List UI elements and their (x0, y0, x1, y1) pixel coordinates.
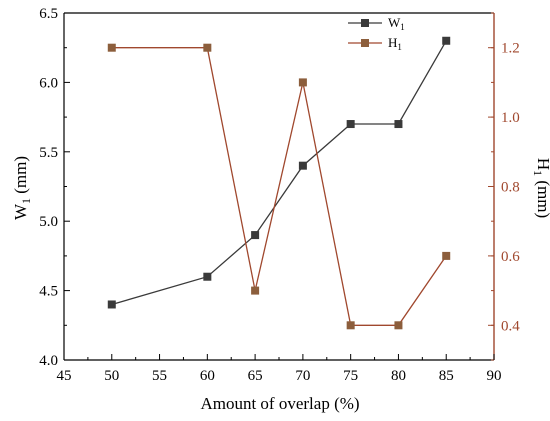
left-tick-label: 4.5 (39, 284, 58, 300)
bottom-tick-label: 80 (391, 368, 406, 384)
data-point-w1 (442, 36, 451, 45)
legend-w1-label: W1 (388, 15, 405, 32)
data-point-h1 (442, 251, 451, 260)
legend-w1-marker (361, 19, 369, 27)
legend-h1-marker (361, 39, 369, 47)
data-point-h1 (346, 321, 355, 330)
bottom-axis-ticks: 45 50 55 60 65 70 75 80 85 90 (57, 354, 502, 384)
bottom-tick-label: 45 (57, 368, 72, 384)
left-tick-label: 6.5 (39, 6, 58, 22)
left-tick-label: 4.0 (39, 353, 58, 369)
legend: W1 H1 (348, 15, 405, 52)
data-point-w1 (394, 120, 403, 129)
left-tick-label: 5.0 (39, 214, 58, 230)
bottom-tick-label: 50 (104, 368, 119, 384)
series-layer (107, 36, 451, 330)
legend-h1-label: H1 (388, 35, 402, 52)
bottom-tick-label: 55 (152, 368, 167, 384)
data-point-w1 (107, 300, 116, 309)
data-point-h1 (203, 43, 212, 52)
data-point-w1 (203, 272, 212, 281)
right-axis-title: H1 (mm) (531, 158, 550, 218)
bottom-tick-label: 70 (295, 368, 310, 384)
data-point-h1 (394, 321, 403, 330)
series-line-w1 (111, 40, 447, 306)
data-point-w1 (251, 231, 260, 240)
data-point-w1 (298, 161, 307, 170)
left-tick-label: 5.5 (39, 145, 58, 161)
series-line-h1 (111, 47, 447, 326)
data-point-h1 (107, 43, 116, 52)
data-point-h1 (298, 78, 307, 87)
bottom-tick-label: 85 (439, 368, 454, 384)
left-axis-title: W1 (mm) (11, 156, 33, 220)
x-axis-title: Amount of overlap (%) (200, 394, 359, 413)
right-tick-label: 1.0 (501, 110, 520, 126)
right-tick-label: 0.4 (501, 318, 520, 334)
data-point-h1 (251, 286, 260, 295)
bottom-tick-label: 60 (200, 368, 215, 384)
right-axis-ticks: 0.4 0.6 0.8 1.0 1.2 (488, 12, 520, 361)
bottom-tick-label: 65 (248, 368, 263, 384)
data-point-w1 (346, 120, 355, 129)
right-tick-label: 1.2 (501, 41, 520, 57)
left-tick-label: 6.0 (39, 75, 58, 91)
legend-entry-h1: H1 (348, 35, 402, 52)
left-axis-ticks: 4.0 4.5 5.0 5.5 6.0 6.5 (39, 6, 70, 369)
right-tick-label: 0.6 (501, 249, 520, 265)
legend-entry-w1: W1 (348, 15, 405, 32)
right-tick-label: 0.8 (501, 180, 520, 196)
bottom-tick-label: 90 (487, 368, 502, 384)
bottom-tick-label: 75 (343, 368, 358, 384)
